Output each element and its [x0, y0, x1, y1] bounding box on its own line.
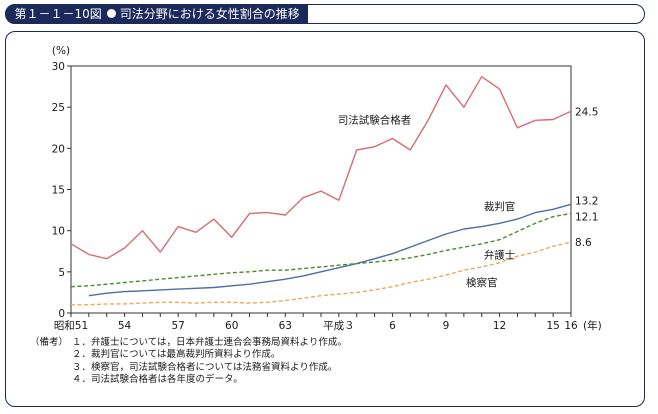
- x-tick-label: 12: [493, 320, 506, 332]
- y-tick-label: 20: [52, 143, 65, 155]
- x-tick-label: 15: [546, 320, 559, 332]
- y-tick-label: 15: [52, 185, 65, 197]
- note-item: ４．司法試験合格者は各年度のデータ。: [72, 373, 243, 385]
- figure-title-bar: 第１－１－10図 司法分野における女性割合の推移: [4, 3, 645, 24]
- end-value-label: 24.5: [575, 106, 598, 118]
- series-line-1: [88, 203, 572, 297]
- end-value-label: 13.2: [575, 195, 598, 207]
- y-tick-label: 30: [52, 61, 65, 73]
- series-label: 弁護士: [484, 249, 516, 262]
- x-tick-label: 63: [279, 320, 292, 332]
- x-tick-label: 9: [443, 320, 450, 332]
- x-tick-label: 平成３: [323, 320, 355, 332]
- end-value-label: 8.6: [575, 237, 592, 249]
- notes-head: （備考）: [30, 337, 69, 348]
- y-tick-label: 25: [52, 102, 65, 114]
- x-tick-label: 6: [389, 320, 396, 332]
- x-tick-label: 57: [171, 320, 184, 332]
- bullet-icon: [106, 9, 116, 18]
- y-tick-label: 0: [58, 308, 65, 320]
- y-axis-unit: (%): [52, 45, 70, 57]
- note-item: ３．検察官，司法試験合格者については法務省資料より作成。: [72, 361, 338, 373]
- figure-title: 司法分野における女性割合の推移: [119, 7, 300, 21]
- x-tick-label: 54: [118, 320, 132, 332]
- y-tick-label: 5: [58, 267, 65, 279]
- notes: （備考） １．弁護士については，日本弁護士連合会事務局資料より作成。 ２．裁判官…: [30, 337, 630, 386]
- chart-frame: [5, 31, 645, 407]
- series-label: 裁判官: [484, 200, 516, 213]
- series-label: 検察官: [466, 276, 498, 289]
- figure-title-tab: 第１－１－10図 司法分野における女性割合の推移: [4, 3, 308, 24]
- y-tick-label: 10: [52, 226, 65, 238]
- series-line-0: [70, 75, 572, 260]
- figure-number: 第１－１－10図: [14, 7, 102, 21]
- note-item: １．弁護士については，日本弁護士連合会事務局資料より作成。: [72, 337, 347, 348]
- series-line-2: [70, 212, 572, 288]
- x-tick-label: 昭和51: [54, 320, 88, 332]
- series-line-3: [71, 241, 572, 306]
- note-item: ２．裁判官については最高裁判所資料より作成。: [72, 349, 281, 361]
- series-label: 司法試験合格者: [338, 114, 412, 127]
- x-axis-unit: (年): [583, 319, 602, 332]
- x-tick-label: 16: [564, 320, 578, 332]
- end-value-label: 12.1: [575, 211, 598, 223]
- x-tick-label: 60: [225, 320, 238, 332]
